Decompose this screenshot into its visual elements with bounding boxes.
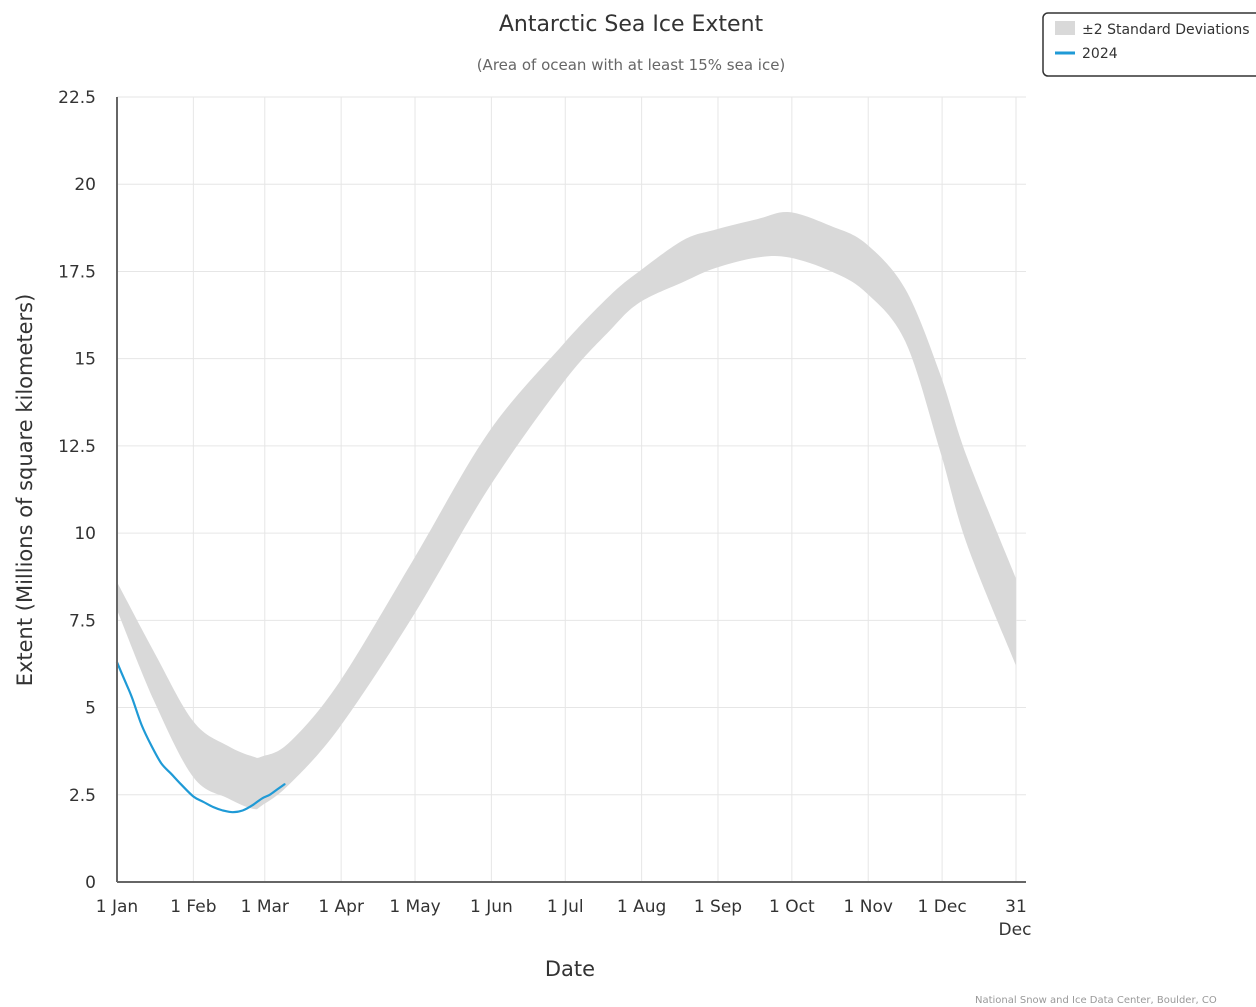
legend-band-swatch — [1055, 21, 1075, 35]
x-tick-label: 1 Aug — [617, 897, 666, 917]
chart-subtitle: (Area of ocean with at least 15% sea ice… — [477, 56, 786, 74]
x-tick-label: 1 Jun — [470, 897, 513, 917]
legend-label-2024: 2024 — [1082, 46, 1118, 62]
legend-box — [1042, 12, 1256, 77]
x-tick-label: 1 Jan — [96, 897, 138, 917]
x-tick-label-end: Dec — [999, 920, 1032, 940]
x-tick-label: 1 Sep — [694, 897, 742, 917]
y-tick-label: 15 — [74, 350, 96, 370]
std-deviation-band — [117, 211, 1016, 810]
y-axis-title: Extent (Millions of square kilometers) — [13, 294, 37, 687]
series-2024-line — [115, 661, 286, 814]
series-2024-layer — [115, 661, 286, 814]
x-tick-label: 1 Apr — [318, 897, 364, 917]
legend-item-std[interactable]: ±2 Standard Deviations — [1055, 21, 1250, 38]
y-tick-label: 12.5 — [58, 437, 96, 457]
x-tick-labels: 1 Jan 1 Feb 1 Mar 1 Apr 1 May 1 Jun 1 Jul 1 Aug… — [96, 897, 1032, 940]
x-axis-title: Date — [545, 957, 595, 981]
x-tick-label: 1 Dec — [918, 897, 967, 917]
x-tick-label-end: 31 — [1005, 897, 1027, 917]
y-tick-labels: 0 2.5 5 7.5 10 12.5 15 17.5 20 22.5 — [58, 88, 96, 893]
chart-title: Antarctic Sea Ice Extent — [499, 12, 764, 37]
y-tick-label: 5 — [85, 699, 96, 719]
legend-label-std: ±2 Standard Deviations — [1082, 22, 1250, 38]
x-tick-label: 1 Nov — [844, 897, 893, 917]
x-tick-label: 1 Feb — [170, 897, 216, 917]
y-tick-label: 7.5 — [69, 611, 96, 631]
y-tick-label: 20 — [74, 175, 96, 195]
y-tick-label: 22.5 — [58, 88, 96, 108]
y-tick-label: 10 — [74, 524, 96, 544]
legend[interactable]: ±2 Standard Deviations 2024 — [1042, 12, 1256, 77]
y-tick-label: 2.5 — [69, 786, 96, 806]
std-band-layer — [117, 211, 1016, 810]
credit-text: National Snow and Ice Data Center, Bould… — [975, 995, 1217, 1006]
x-tick-label: 1 Oct — [769, 897, 815, 917]
x-tick-label: 1 Jul — [547, 897, 584, 917]
x-tick-label: 1 Mar — [241, 897, 289, 917]
x-tick-label: 1 May — [389, 897, 440, 917]
y-tick-label: 17.5 — [58, 262, 96, 282]
legend-item-2024[interactable]: 2024 — [1055, 46, 1118, 62]
y-tick-label: 0 — [85, 873, 96, 893]
